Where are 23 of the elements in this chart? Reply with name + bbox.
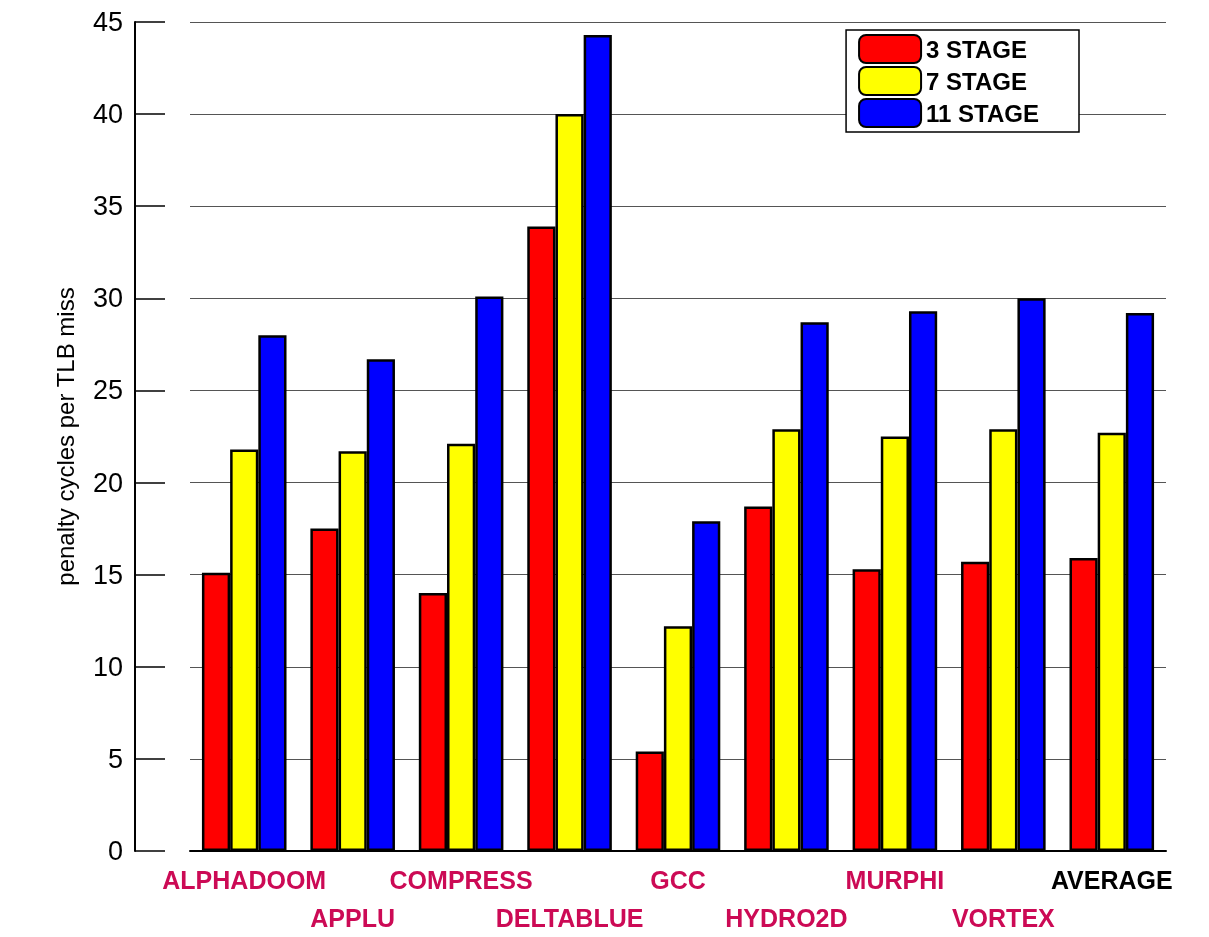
x-tick-label: ALPHADOOM — [162, 866, 327, 894]
y-tick-label: 40 — [92, 99, 123, 130]
legend-label: 3 STAGE — [926, 35, 1027, 63]
y-tick-label: 25 — [92, 375, 123, 406]
x-tick-label: APPLU — [310, 904, 396, 932]
y-tick-label: 30 — [92, 283, 123, 314]
x-tick-label: DELTABLUE — [495, 904, 644, 932]
x-tick-label: HYDRO2D — [725, 904, 848, 932]
y-axis-title: penalty cycles per TLB miss — [51, 287, 79, 586]
y-tick-label: 0 — [107, 836, 123, 866]
x-tick-label: MURPHI — [845, 866, 945, 894]
y-tick-label: 20 — [92, 467, 123, 498]
y-tick-label: 10 — [92, 651, 123, 682]
y-tick-label: 15 — [92, 559, 123, 590]
x-tick-label: AVERAGE — [1050, 866, 1173, 894]
x-tick-label: COMPRESS — [389, 866, 533, 894]
x-tick-label: VORTEX — [951, 904, 1056, 932]
y-tick-label: 45 — [92, 7, 123, 37]
y-tick-label: 35 — [92, 191, 123, 222]
legend-label: 11 STAGE — [926, 99, 1039, 127]
y-tick-label: 5 — [107, 743, 123, 774]
x-tick-label: GCC — [650, 866, 706, 894]
legend-label: 7 STAGE — [926, 67, 1027, 95]
